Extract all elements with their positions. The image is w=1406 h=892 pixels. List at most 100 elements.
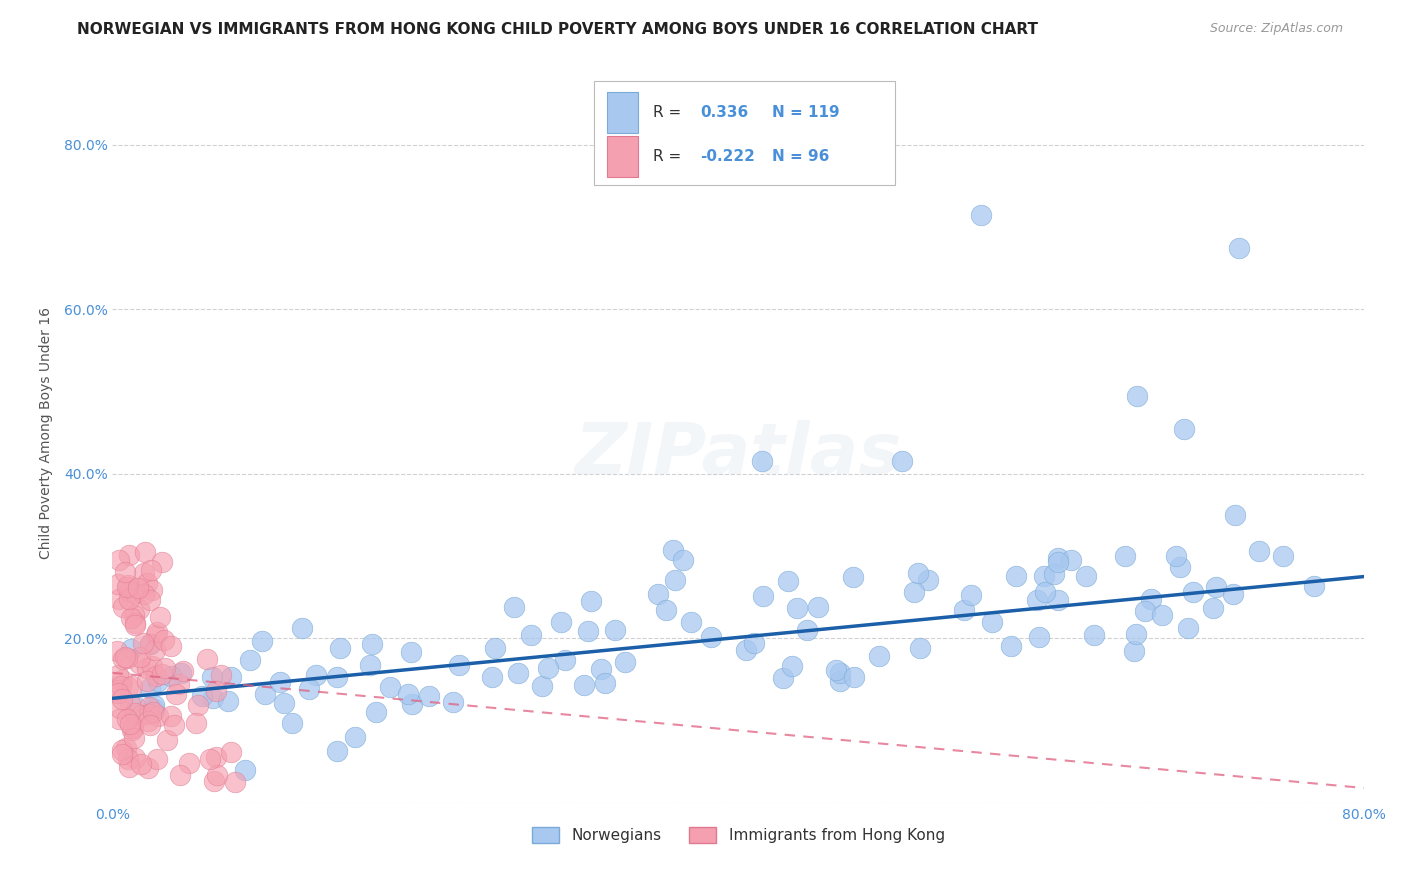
Point — [903, 585, 925, 599]
Text: N = 119: N = 119 — [772, 105, 839, 120]
Point — [1205, 581, 1227, 595]
Point — [124, 751, 146, 765]
Point — [917, 573, 939, 587]
Point — [825, 663, 848, 677]
Point — [105, 644, 128, 658]
Point — [115, 740, 138, 755]
Point — [132, 587, 155, 601]
Point — [581, 594, 603, 608]
Point — [219, 670, 242, 684]
Text: ZIPatlas: ZIPatlas — [575, 420, 901, 490]
Point — [326, 670, 349, 684]
Text: -0.222: -0.222 — [700, 149, 755, 164]
Point — [441, 695, 464, 709]
Point — [111, 743, 134, 757]
Point — [120, 642, 142, 657]
Point — [107, 553, 129, 567]
Point — [145, 669, 167, 683]
Point — [205, 767, 228, 781]
Point — [139, 681, 162, 695]
Point — [117, 584, 139, 599]
Point — [142, 705, 165, 719]
Point — [141, 659, 163, 673]
Point — [165, 687, 187, 701]
Point — [117, 548, 139, 562]
Point — [239, 653, 262, 667]
Point — [111, 673, 134, 688]
Point — [953, 603, 976, 617]
Point — [807, 599, 830, 614]
Point — [118, 698, 141, 712]
Point — [191, 689, 214, 703]
Point — [250, 634, 273, 648]
Point — [891, 454, 914, 468]
Point — [160, 669, 183, 683]
Point — [672, 553, 695, 567]
Point — [447, 657, 470, 672]
Point — [361, 637, 384, 651]
Point — [828, 665, 851, 680]
Point — [115, 580, 138, 594]
Point — [135, 673, 157, 688]
Point — [1173, 421, 1195, 435]
Point — [780, 659, 803, 673]
Point — [172, 664, 194, 678]
Point — [108, 591, 131, 606]
Point — [1302, 579, 1324, 593]
Point — [253, 687, 276, 701]
Point — [136, 661, 159, 675]
Point — [114, 566, 136, 580]
Point — [700, 630, 723, 644]
Point — [662, 542, 685, 557]
Point — [1271, 549, 1294, 563]
Point — [186, 716, 208, 731]
Point — [1083, 628, 1105, 642]
Point — [503, 600, 526, 615]
Point — [160, 640, 183, 654]
Point — [796, 624, 818, 638]
Point — [132, 566, 155, 580]
Point — [1182, 584, 1205, 599]
Point — [131, 757, 153, 772]
Point — [118, 591, 141, 606]
Point — [1033, 569, 1056, 583]
Point — [554, 653, 576, 667]
Point — [115, 651, 138, 665]
Point — [124, 706, 146, 720]
Point — [122, 719, 145, 733]
Point — [1201, 601, 1223, 615]
Point — [150, 555, 173, 569]
Point — [1225, 508, 1247, 522]
Point — [122, 607, 145, 622]
Point — [735, 643, 758, 657]
Point — [1133, 603, 1156, 617]
Text: R =: R = — [652, 149, 686, 164]
Point — [1114, 549, 1136, 563]
Point — [359, 658, 381, 673]
Point — [1125, 627, 1147, 641]
Point — [107, 668, 129, 682]
Point — [1222, 587, 1244, 601]
Point — [679, 615, 702, 630]
Point — [148, 709, 170, 723]
Point — [1177, 621, 1199, 635]
Point — [1150, 608, 1173, 623]
Point — [664, 574, 686, 588]
Point — [146, 674, 169, 689]
Point — [139, 592, 162, 607]
Point — [751, 454, 773, 468]
Point — [418, 689, 440, 703]
Point — [117, 680, 139, 694]
Point — [291, 621, 314, 635]
Point — [908, 640, 931, 655]
Point — [364, 706, 387, 720]
Point — [138, 718, 160, 732]
Point — [828, 673, 851, 688]
Point — [124, 586, 146, 600]
Point — [160, 708, 183, 723]
Text: R =: R = — [652, 105, 686, 120]
Point — [233, 763, 256, 777]
Point — [138, 707, 160, 722]
Point — [209, 668, 232, 682]
Legend: Norwegians, Immigrants from Hong Kong: Norwegians, Immigrants from Hong Kong — [524, 820, 952, 851]
